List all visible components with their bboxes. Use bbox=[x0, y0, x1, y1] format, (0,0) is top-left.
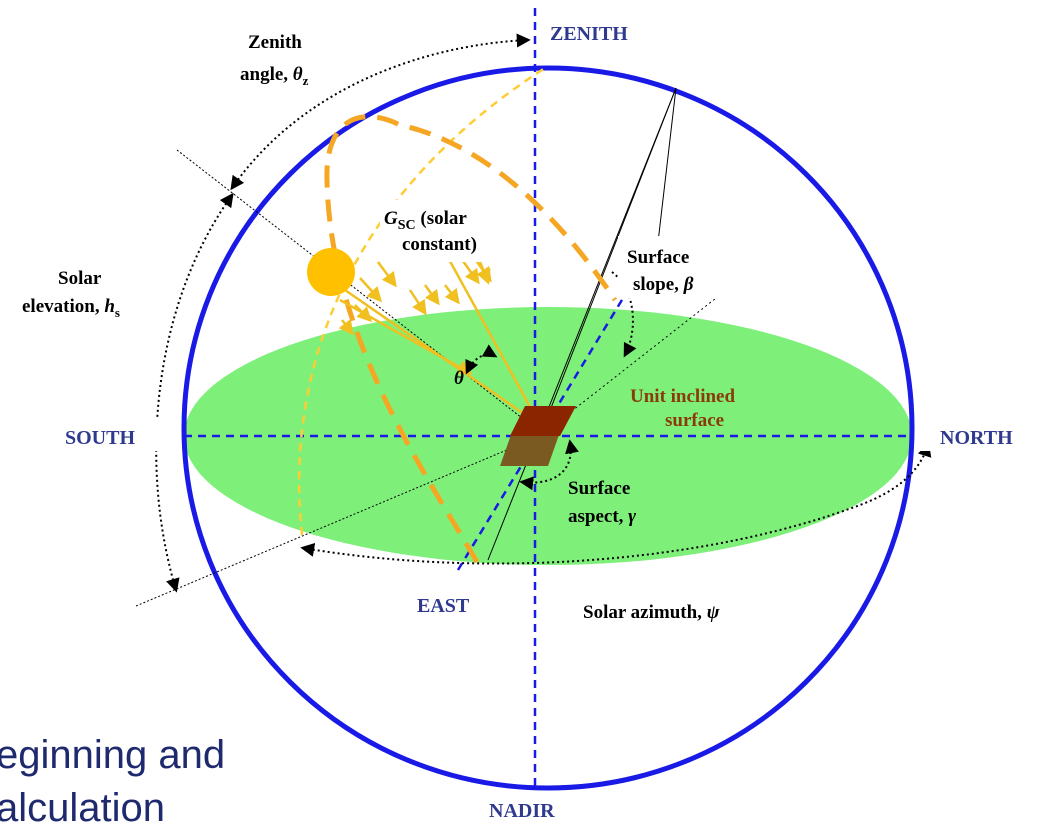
sun-direction-line bbox=[176, 149, 541, 433]
sun bbox=[307, 248, 355, 296]
unit-inclined-label-line2: surface bbox=[665, 410, 724, 431]
surface-normal-line bbox=[456, 289, 630, 571]
unit-inclined-surface bbox=[510, 406, 576, 436]
surface-slope-label-line2: slope, β bbox=[633, 274, 694, 295]
slope-line-4 bbox=[539, 294, 721, 437]
surface-aspect-label-line2: aspect, γ bbox=[568, 506, 636, 527]
zenith-label: ZENITH bbox=[550, 23, 628, 45]
gsc-label-box bbox=[380, 200, 502, 262]
gsc-label-line1: GSC (solar bbox=[384, 208, 467, 233]
background-slide-text-line1: eginning and bbox=[0, 733, 226, 777]
sun-rays bbox=[338, 242, 543, 428]
zenith-angle-label-line2: angle, θz bbox=[240, 64, 309, 88]
solar-elevation-arc bbox=[155, 192, 234, 593]
solar-elevation-label-line2: elevation, hs bbox=[22, 296, 120, 320]
zenith-label-box bbox=[542, 14, 668, 46]
solar-azimuth-label: Solar azimuth, ψ bbox=[583, 602, 720, 623]
unit-inclined-label-line1: Unit inclined bbox=[630, 386, 735, 407]
south-label: SOUTH bbox=[65, 427, 135, 449]
solar-elevation-label-line1: Solar bbox=[58, 268, 102, 289]
zenith-angle-label-line1: Zenith bbox=[248, 32, 302, 53]
theta-label: θ bbox=[454, 368, 464, 389]
north-label: NORTH bbox=[940, 427, 1013, 449]
nadir-label-box bbox=[480, 792, 590, 824]
surface-aspect-label-line1: Surface bbox=[568, 478, 630, 499]
zenith-angle-arc bbox=[230, 33, 531, 191]
surface-slope-label-line1: Surface bbox=[627, 247, 689, 268]
east-label-box bbox=[404, 588, 504, 618]
east-label: EAST bbox=[417, 595, 470, 617]
nadir-label: NADIR bbox=[489, 800, 555, 822]
south-label-box bbox=[52, 419, 178, 451]
slope-label-box bbox=[618, 236, 738, 298]
surface-slope-arc bbox=[611, 271, 637, 358]
north-label-box bbox=[916, 419, 1046, 451]
gsc-label-line2: constant) bbox=[402, 234, 477, 255]
theta-arc bbox=[465, 344, 498, 375]
background-slide-text-line2: alculation bbox=[0, 786, 166, 830]
